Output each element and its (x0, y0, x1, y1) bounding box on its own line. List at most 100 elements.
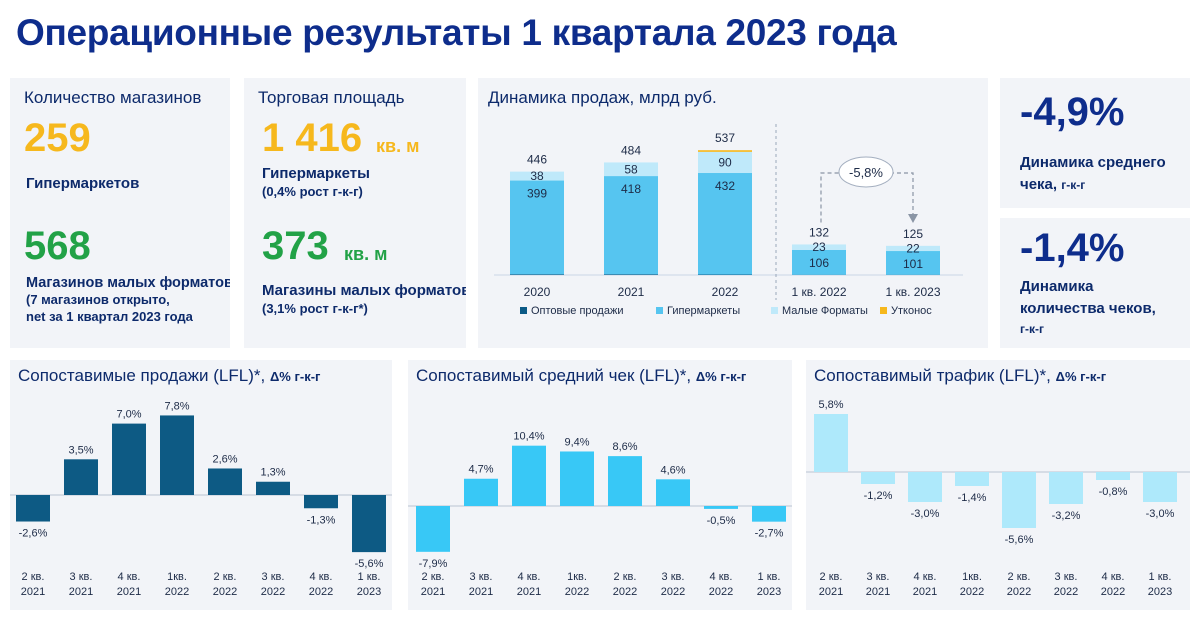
legend-swatch (880, 307, 887, 314)
x-tick-label: 2022 (709, 586, 733, 598)
sales-dynamics-chart: 399 38 446 2020 418 58 484 2021 432 90 537 2022 106 2… (494, 124, 963, 317)
avg-check-unit: г-к-г (1061, 178, 1086, 192)
x-tick-label: 2022 (1007, 586, 1031, 598)
bar (208, 468, 242, 495)
small-format-note-2: net за 1 квартал 2023 года (26, 309, 193, 324)
small-format-label: Магазинов малых форматов (26, 275, 230, 291)
small-format-area-unit: кв. м (344, 244, 388, 264)
bar-value-label: -3,0% (911, 508, 940, 520)
lfl-traffic-panel: Сопоставимый трафик (LFL)*, Δ% г-к-г 5,8… (806, 360, 1190, 610)
bar-segment (604, 274, 658, 275)
x-tick-label: 2022 (661, 586, 685, 598)
bar-value-label: 8,6% (612, 441, 637, 453)
bar (416, 506, 450, 552)
bar-value-label: 5,8% (818, 399, 843, 411)
lfl-traffic-chart: 5,8% 2 кв. 2021 -1,2% 3 кв. 2021 -3,0% 4 кв. 202… (806, 399, 1190, 598)
x-tick-label: 2023 (357, 586, 381, 598)
stores-header: Количество магазинов (24, 88, 202, 107)
bar (352, 495, 386, 553)
bar-value-label: -5,6% (1005, 534, 1034, 546)
x-tick-label: 2 кв. (614, 571, 637, 583)
legend-swatch (656, 307, 663, 314)
bar-segment (510, 171, 564, 181)
x-tick-label: 2022 (1101, 586, 1125, 598)
bar (704, 506, 738, 509)
bar-value-label: -7,9% (419, 558, 448, 570)
bar-value-label: 58 (624, 162, 638, 176)
x-tick-label: 4 кв. (710, 571, 733, 583)
lfl-sales-title-text: Сопоставимые продажи (LFL)*, (18, 366, 266, 385)
bar (304, 495, 338, 509)
x-tick-label: 2021 (517, 586, 541, 598)
x-tick-label: 2021 (866, 586, 890, 598)
x-tick-label: 2021 (21, 586, 45, 598)
bar-segment (698, 151, 752, 174)
check-count-unit-line: г-к-г (1020, 318, 1044, 340)
x-tick-label: 3 кв. (1055, 571, 1078, 583)
lfl-sales-chart: -2,6% 2 кв. 2021 3,5% 3 кв. 2021 7,0% 4 кв. 2021… (10, 400, 392, 598)
bar (256, 481, 290, 495)
hypermarket-count: 259 (24, 116, 91, 160)
bar-value-label: 399 (527, 187, 547, 201)
small-format-area-label: Магазины малых форматов (262, 282, 466, 299)
bar-segment (510, 274, 564, 275)
check-count-panel: -1,4% Динамика количества чеков, г-к-г (1000, 218, 1190, 348)
bar (64, 459, 98, 495)
x-tick-label: 2023 (1148, 586, 1172, 598)
x-tick-label: 1кв. (167, 571, 187, 583)
x-tick-label: 2021 (469, 586, 493, 598)
bar-value-label: -1,3% (307, 514, 336, 526)
x-tick-label: 4 кв. (914, 571, 937, 583)
x-tick-label: 1 кв. 2022 (792, 285, 847, 299)
bar (1096, 472, 1130, 480)
stores-panel: Количество магазинов 259 Гипермаркетов 5… (10, 78, 230, 348)
x-tick-label: 1кв. (567, 571, 587, 583)
small-format-count: 568 (24, 224, 91, 268)
x-tick-label: 2021 (117, 586, 141, 598)
x-tick-label: 2022 (960, 586, 984, 598)
x-tick-label: 2022 (613, 586, 637, 598)
lfl-check-panel: Сопоставимый средний чек (LFL)*, Δ% г-к-… (408, 360, 792, 610)
x-tick-label: 2022 (1054, 586, 1078, 598)
bar-value-label: 106 (809, 256, 829, 270)
x-tick-label: 3 кв. (662, 571, 685, 583)
hypermarket-area-label: Гипермаркеты (262, 165, 370, 182)
bar-segment (886, 251, 940, 275)
bar-value-label: -2,7% (755, 528, 784, 540)
bar (814, 414, 848, 472)
x-tick-label: 3 кв. (470, 571, 493, 583)
x-tick-label: 1 кв. (1149, 571, 1172, 583)
x-tick-label: 1 кв. (358, 571, 381, 583)
lfl-sales-title-unit: Δ% г-к-г (269, 369, 321, 384)
legend-label: Гипермаркеты (667, 305, 740, 317)
legend-swatch (771, 307, 778, 314)
hypermarket-area-value: 1 416 (262, 116, 363, 160)
change-label: -5,8% (849, 165, 883, 180)
bar-value-label: -3,0% (1146, 508, 1175, 520)
bar-value-label: -2,6% (19, 528, 48, 540)
x-tick-label: 4 кв. (1102, 571, 1125, 583)
hypermarket-label: Гипермаркетов (26, 175, 140, 192)
avg-check-label-1: Динамика среднего (1020, 154, 1166, 171)
bar-segment (698, 173, 752, 275)
bar-total-label: 484 (621, 143, 641, 157)
x-tick-label: 4 кв. (310, 571, 333, 583)
bar (512, 445, 546, 506)
x-tick-label: 2022 (565, 586, 589, 598)
legend-label: Оптовые продажи (531, 305, 623, 317)
bar-total-label: 125 (903, 227, 923, 241)
bar (908, 472, 942, 502)
bar-total-label: 446 (527, 153, 547, 167)
small-format-area-value: 373 (262, 224, 329, 268)
bar-value-label: 418 (621, 182, 641, 196)
bar-value-label: 4,6% (660, 464, 685, 476)
legend-swatch (520, 307, 527, 314)
bar-value-label: 90 (718, 155, 732, 169)
x-tick-label: 2021 (913, 586, 937, 598)
bar-value-label: -1,2% (864, 490, 893, 502)
bar-value-label: 2,6% (212, 453, 237, 465)
x-tick-label: 2022 (165, 586, 189, 598)
bar-value-label: 101 (903, 257, 923, 271)
lfl-traffic-title-unit: Δ% г-к-г (1055, 369, 1107, 384)
